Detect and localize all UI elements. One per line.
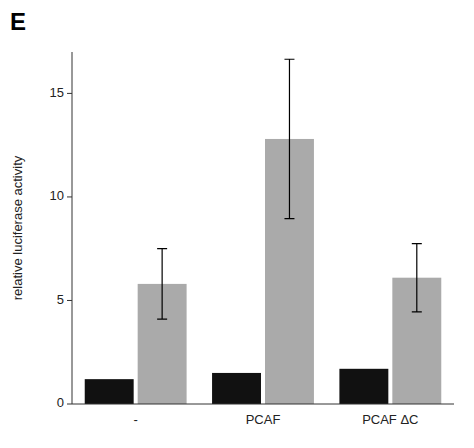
error-bar <box>284 59 294 218</box>
error-bar <box>412 244 422 312</box>
bars <box>85 59 442 404</box>
x-axis-line <box>72 404 454 405</box>
y-axis-label: relative luciferase activity <box>10 155 25 300</box>
y-tick <box>67 404 72 405</box>
y-tick-label: 5 <box>57 292 64 307</box>
y-tick <box>67 93 72 94</box>
y-tick <box>67 196 72 197</box>
error-bar <box>157 249 167 319</box>
y-tick-label: 0 <box>57 395 64 410</box>
y-axis-line <box>72 52 73 404</box>
bar <box>339 369 388 404</box>
bar <box>85 379 134 404</box>
x-tick-label: PCAF ΔC <box>362 412 418 427</box>
y-tick-label: 15 <box>50 85 64 100</box>
y-tick <box>67 300 72 301</box>
x-tick-label: PCAF <box>246 412 281 427</box>
chart: 0 5 10 15 - PCAF PCAF ΔC relative luciferase ac… <box>0 0 474 448</box>
x-tick-label: - <box>133 412 137 427</box>
bar <box>212 373 261 404</box>
panel-label: E <box>10 8 26 35</box>
y-tick-label: 10 <box>50 188 64 203</box>
